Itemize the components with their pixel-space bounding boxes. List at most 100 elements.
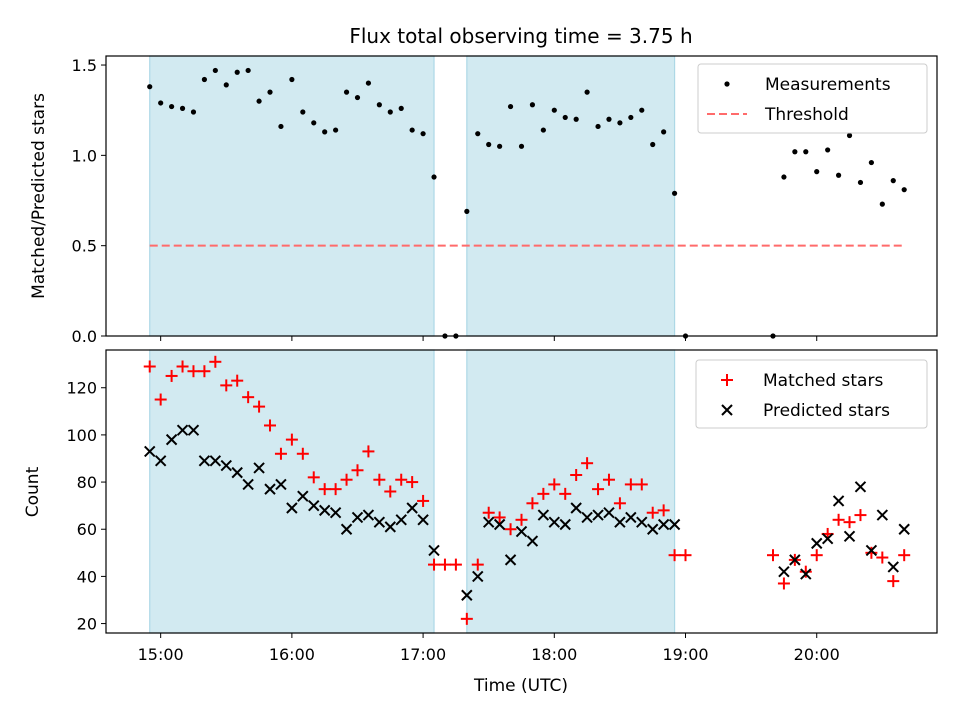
cross-b [789, 554, 801, 566]
observing-interval-shade [149, 55, 435, 337]
measurement-point [650, 141, 656, 148]
count-legend: Matched stars Predicted stars [695, 359, 928, 429]
cross-b [329, 507, 342, 519]
predicted-star-point [898, 523, 910, 535]
matched-star-point [264, 419, 277, 432]
measurement-point [475, 131, 481, 137]
cross-b [657, 518, 670, 531]
measurement-point [169, 103, 175, 110]
cross-b [614, 516, 626, 528]
measurement-point [201, 76, 208, 83]
predicted-star-point [209, 455, 222, 467]
measurement-point [497, 143, 503, 149]
measurement-point [387, 109, 393, 115]
cross-b [504, 554, 517, 566]
ratio-points [147, 67, 907, 339]
matched-star-point [384, 485, 397, 498]
cross-b [417, 514, 429, 526]
cross-b [559, 518, 571, 531]
cross-b [198, 455, 211, 467]
y-tick-label: 80 [77, 473, 97, 492]
measurement-point [661, 129, 667, 135]
matched-star-point [231, 374, 244, 387]
measurement-point [573, 116, 579, 122]
predicted-star-point [592, 509, 604, 521]
legend-threshold-label: Threshold [764, 105, 849, 125]
predicted-star-point [581, 511, 593, 524]
predicted-star-point [165, 433, 178, 446]
cross-b [800, 568, 812, 580]
matched-star-point [428, 558, 441, 571]
matched-star-point [570, 468, 583, 481]
predicted-star-point [537, 509, 550, 521]
matched-star-point [777, 577, 790, 590]
legend-measurements-label: Measurements [765, 75, 891, 95]
cross-b [406, 502, 418, 514]
legend-matched-marker [721, 374, 733, 386]
cross-b [548, 516, 561, 528]
panel-count: 20 40 60 80 100 120 15:00 16:00 17:00 18:00 19:00… [23, 349, 938, 696]
matched-star-point [854, 509, 867, 522]
cross-b [843, 530, 856, 543]
cross-b [778, 565, 790, 578]
predicted-star-point [865, 544, 878, 557]
measurement-point [409, 127, 415, 133]
ratio-y-axis-label: Matched/Predicted stars [29, 93, 49, 299]
x-tick-label: 15:00 [138, 645, 184, 664]
predicted-star-point [876, 509, 889, 521]
measurement-point [158, 100, 164, 106]
matched-star-point [198, 365, 211, 378]
observing-interval-shade [466, 349, 676, 634]
measurement-point [147, 84, 153, 90]
matched-star-point [449, 558, 462, 571]
measurement-point [365, 80, 372, 86]
predicted-star-point [198, 455, 211, 467]
matched-star-point [253, 400, 266, 413]
measurement-point [333, 127, 339, 133]
measurement-point [595, 123, 601, 130]
matched-star-point [843, 516, 856, 529]
legend-measurements-marker [724, 81, 730, 87]
predicted-star-point [384, 521, 396, 533]
matched-star-point [362, 445, 375, 458]
matched-star-point [395, 473, 408, 486]
predicted-star-point [406, 502, 418, 514]
predicted-star-point [395, 514, 407, 526]
y-tick-label: 120 [66, 379, 97, 398]
predicted-star-point [428, 544, 440, 557]
matched-star-point [493, 511, 506, 524]
predicted-star-point [668, 518, 681, 531]
predicted-star-point [843, 530, 856, 543]
matched-star-point [318, 483, 331, 496]
matched-star-point [766, 549, 779, 562]
cross-b [395, 514, 407, 526]
count-legend-box [695, 359, 928, 429]
matched-star-point [646, 506, 659, 519]
measurement-point [617, 120, 623, 126]
measurement-point [300, 109, 306, 115]
cross-b [482, 516, 495, 528]
predicted-star-point [493, 518, 506, 531]
measurement-point [584, 89, 590, 95]
y-tick-label: 0.0 [72, 327, 97, 346]
cross-b [865, 544, 878, 557]
cross-b [165, 433, 178, 446]
observing-interval-shade [466, 55, 676, 337]
cross-b [264, 483, 276, 495]
measurement-point [792, 149, 798, 155]
cross-b [362, 509, 375, 521]
cross-b [318, 504, 331, 517]
cross-b [461, 589, 473, 601]
predicted-star-point [657, 518, 670, 531]
measurement-point [529, 102, 536, 108]
cross-b [811, 537, 823, 550]
predicted-star-point [461, 589, 473, 601]
predicted-star-point [821, 532, 834, 545]
measurement-point [901, 187, 907, 193]
predicted-star-point [778, 565, 790, 578]
matched-star-point [406, 476, 419, 489]
matched-star-point [887, 575, 900, 588]
matched-star-point [285, 433, 298, 446]
legend-predicted-marker [721, 404, 733, 416]
matched-star-point [417, 494, 430, 507]
